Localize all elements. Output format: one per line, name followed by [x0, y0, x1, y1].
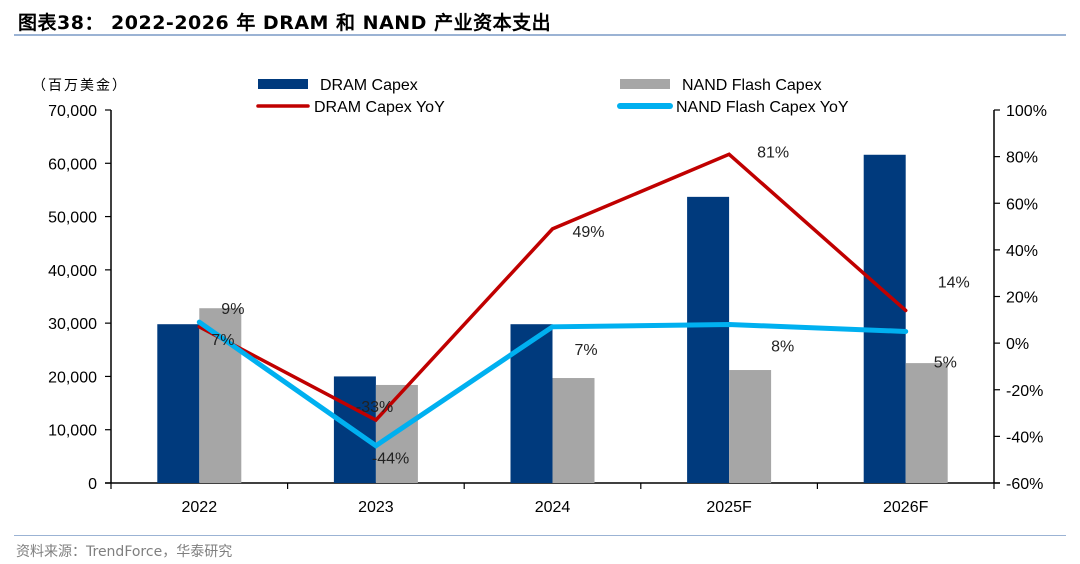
left-axis-tick-label: 40,000 [48, 263, 97, 280]
right-axis-tick-label: 20% [1006, 290, 1038, 307]
legend-swatch-bar [258, 79, 308, 89]
right-axis-tick-label: -40% [1006, 429, 1043, 446]
left-axis-tick-label: 70,000 [48, 103, 97, 120]
x-axis-tick-label: 2022 [182, 499, 218, 516]
title-divider [14, 34, 1066, 36]
dram-capex-bar [687, 196, 730, 483]
right-axis-tick-label: 80% [1006, 150, 1038, 167]
right-axis-tick-label: 40% [1006, 243, 1038, 260]
lines [196, 152, 909, 449]
nand-yoy-data-label: 7% [575, 342, 598, 359]
left-axis-unit: （百万美金） [32, 78, 128, 94]
right-axis-tick-label: -60% [1006, 476, 1043, 493]
source-note: 资料来源：TrendForce，华泰研究 [16, 544, 233, 560]
dram-yoy-data-label: 14% [938, 274, 970, 291]
right-axis-tick-label: 60% [1006, 196, 1038, 213]
dram-yoy-data-label: 81% [757, 144, 789, 161]
dram-capex-bar [863, 154, 906, 483]
dram-yoy-data-label: -33% [356, 399, 393, 416]
data-labels: 7% -33% 49% 81% 14% 9% -44% 7% 8% 5% [211, 144, 969, 467]
bars [157, 154, 948, 483]
dram-yoy-data-label: 49% [573, 224, 605, 241]
left-axis-tick-label: 10,000 [48, 423, 97, 440]
x-axis-tick-label: 2026F [883, 499, 929, 516]
right-axis-tick-label: -20% [1006, 383, 1043, 400]
dram-yoy-data-label: 7% [211, 332, 234, 349]
left-axis-tick-label: 60,000 [48, 156, 97, 173]
right-axis-tick-label: 100% [1006, 103, 1047, 120]
dram-capex-bar [157, 324, 200, 483]
legend-label: NAND Flash Capex YoY [676, 99, 849, 116]
legend: DRAM Capex NAND Flash Capex DRAM Capex YoY… [256, 77, 849, 116]
left-axis-tick-label: 50,000 [48, 210, 97, 227]
legend-label: DRAM Capex [320, 77, 418, 94]
left-axis-tick-label: 0 [88, 476, 97, 493]
nand-yoy-data-label: 8% [771, 338, 794, 355]
nand-yoy-data-label: -44% [372, 451, 409, 468]
right-axis-tick-label: 0% [1006, 336, 1029, 353]
axes: 0 10,000 20,000 30,000 40,000 50,000 60,000 70,… [48, 103, 1047, 516]
left-axis-tick-label: 20,000 [48, 369, 97, 386]
legend-swatch-bar [620, 79, 670, 89]
nand-capex-bar [729, 370, 772, 483]
x-axis-tick-label: 2024 [535, 499, 571, 516]
nand-capex-bar [905, 363, 948, 483]
left-axis-tick-label: 30,000 [48, 316, 97, 333]
nand-capex-bar [552, 378, 595, 483]
footer-divider [14, 535, 1066, 536]
nand-yoy-data-label: 5% [934, 354, 957, 371]
legend-label: NAND Flash Capex [682, 77, 822, 94]
legend-label: DRAM Capex YoY [314, 99, 445, 116]
figure-title: 图表38： 2022-2026 年 DRAM 和 NAND 产业资本支出 [18, 12, 552, 34]
nand-yoy-data-label: 9% [221, 301, 244, 318]
x-axis-tick-label: 2025F [706, 499, 752, 516]
x-axis-tick-label: 2023 [358, 499, 394, 516]
